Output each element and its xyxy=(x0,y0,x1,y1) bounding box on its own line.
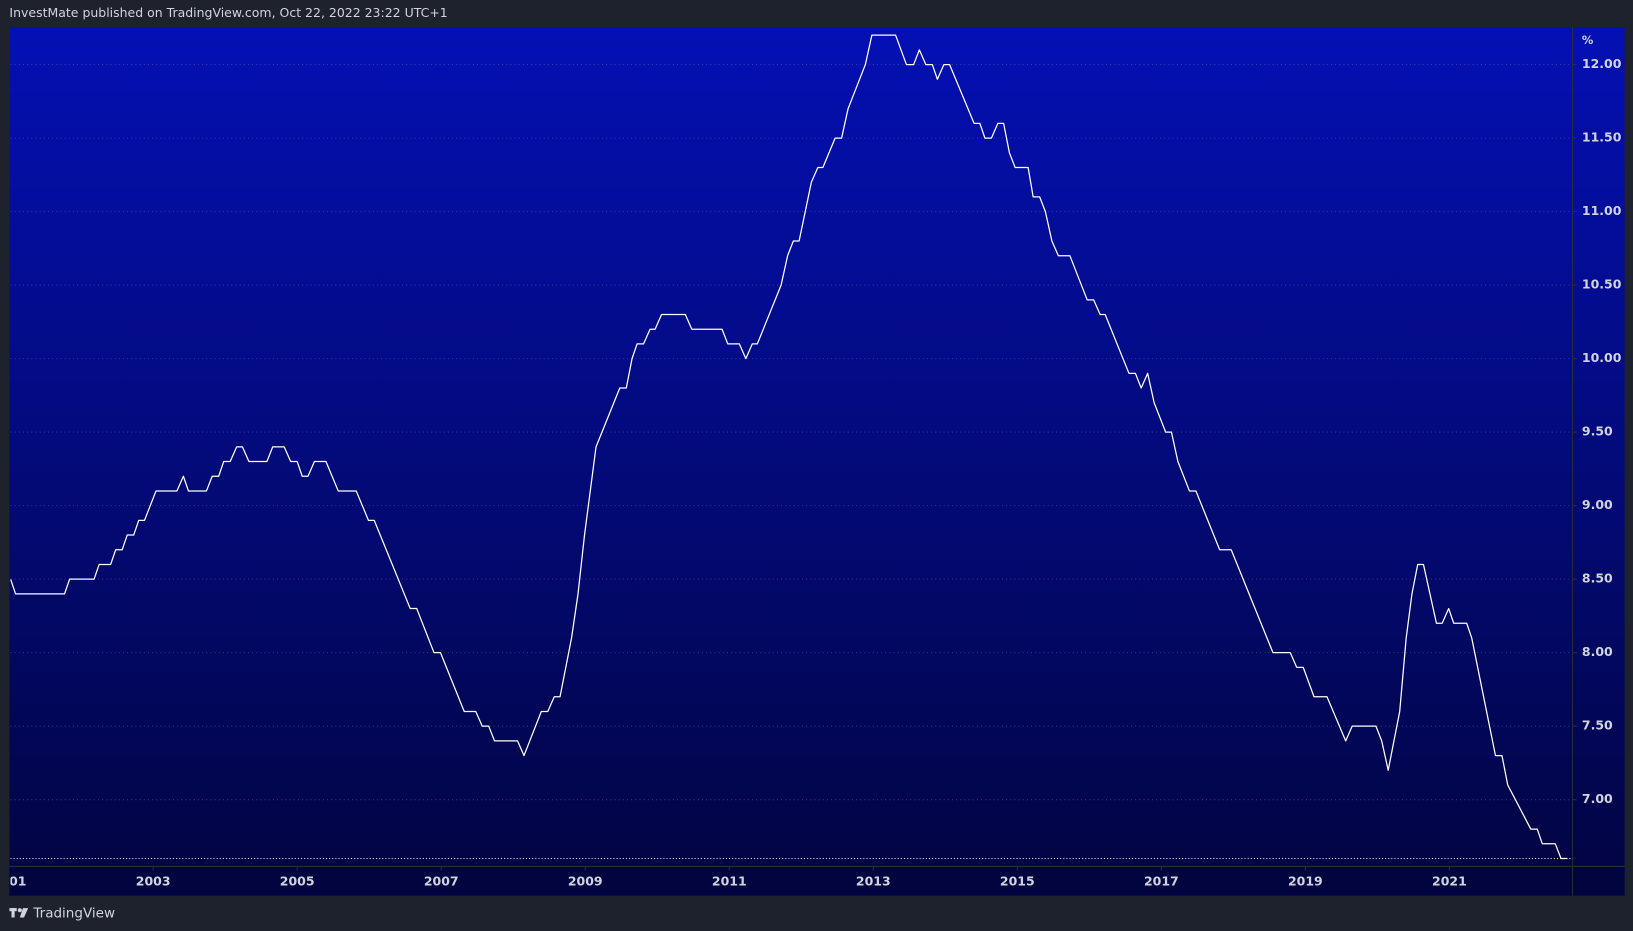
x-tick-label: 2021 xyxy=(1432,874,1467,889)
x-tick-label: 2019 xyxy=(1288,874,1323,889)
y-tick-label: 10.00 xyxy=(1582,350,1622,365)
y-tick-label: 10.50 xyxy=(1582,277,1622,292)
y-tick-label: 7.50 xyxy=(1582,718,1613,733)
x-tick-label: 2011 xyxy=(712,874,747,889)
plot-background xyxy=(9,27,1625,896)
y-tick-label: 8.00 xyxy=(1582,644,1613,659)
footer-brand: TradingView xyxy=(32,905,115,921)
y-tick-label: 9.50 xyxy=(1582,424,1613,439)
x-tick-label: 2003 xyxy=(136,874,171,889)
x-tick-label: 2013 xyxy=(856,874,891,889)
x-tick-label: 2005 xyxy=(280,874,315,889)
plot xyxy=(10,34,1573,860)
x-tick-label: 2017 xyxy=(1144,874,1179,889)
x-axis: 2001 2003 2005 2007 2009 2011 2013 2015 2017 2019… xyxy=(0,866,1467,889)
y-tick-label: 12.00 xyxy=(1582,56,1622,71)
x-tick-label: 2015 xyxy=(1000,874,1035,889)
y-tick-label: 11.00 xyxy=(1582,203,1622,218)
x-axis-area xyxy=(9,866,1625,896)
footer-logo xyxy=(9,908,29,918)
y-tick-label: 9.00 xyxy=(1582,497,1613,512)
y-tick-label: 7.00 xyxy=(1582,791,1613,806)
y-tick-label: 11.50 xyxy=(1582,130,1622,145)
x-tick-label: 2009 xyxy=(568,874,603,889)
x-tick-label: 2001 xyxy=(0,874,26,889)
unit-label: % xyxy=(1582,33,1594,47)
line-series xyxy=(10,34,1568,860)
y-tick-label: 8.50 xyxy=(1582,571,1613,586)
y-axis: 7.00 7.50 8.00 8.50 9.00 9.50 10.00 10.50 11.00 1… xyxy=(1572,56,1622,806)
header-text: InvestMate published on TradingView.com,… xyxy=(9,5,447,20)
x-tick-label: 2007 xyxy=(424,874,459,889)
